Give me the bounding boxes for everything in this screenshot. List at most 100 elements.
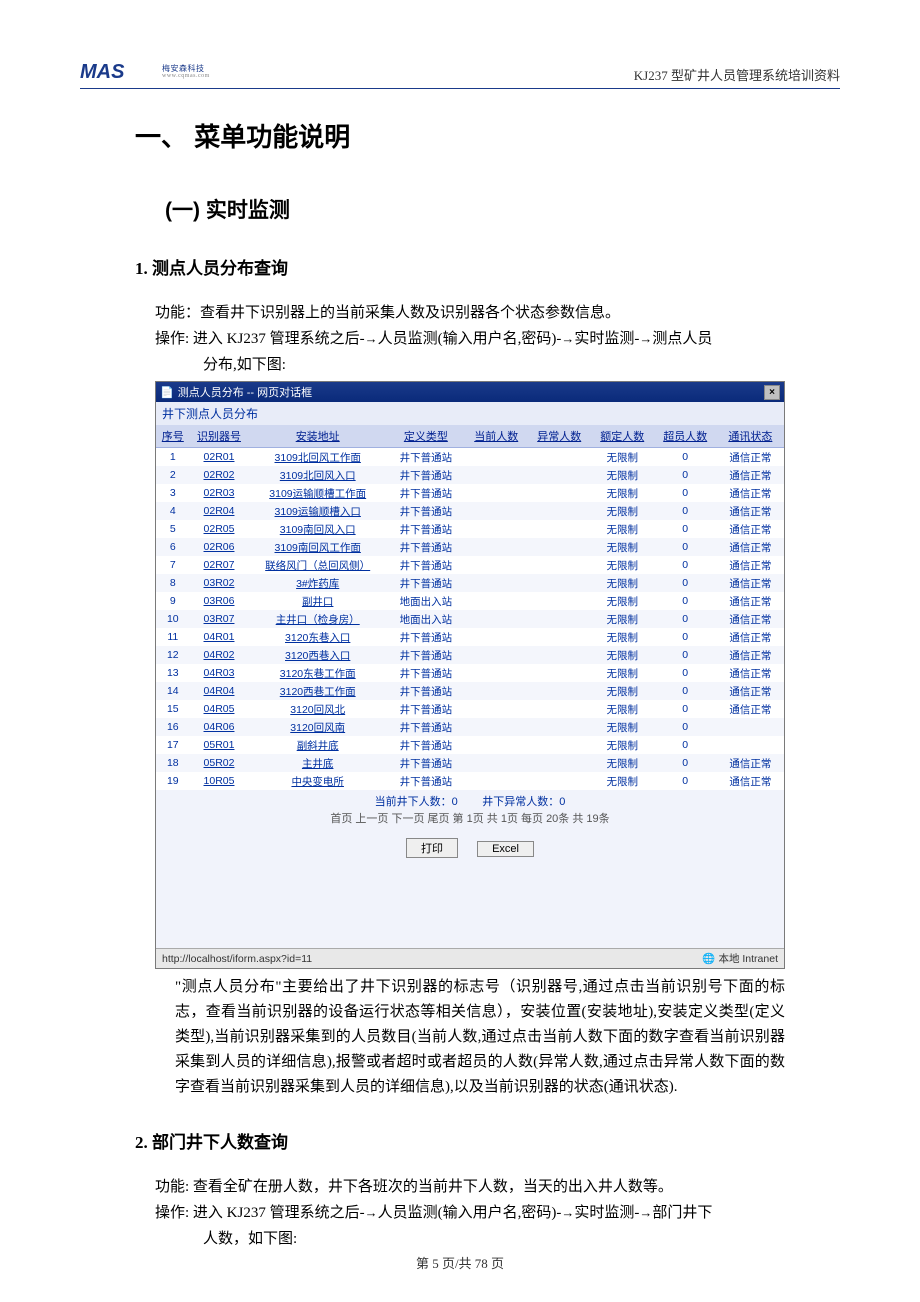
table-cell[interactable] [528,682,591,700]
table-cell[interactable]: 3109北回风入口 [248,466,387,484]
table-cell[interactable] [528,772,591,790]
table-cell: 0 [654,628,717,646]
table-cell[interactable] [465,592,528,610]
table-cell[interactable]: 04R01 [190,628,249,646]
table-cell[interactable] [528,754,591,772]
table-cell[interactable] [465,448,528,467]
table-cell[interactable] [465,538,528,556]
table-cell[interactable] [528,646,591,664]
table-cell[interactable] [465,628,528,646]
col-header[interactable]: 安装地址 [248,425,387,448]
table-cell[interactable]: 3109运输顺槽工作面 [248,484,387,502]
table-cell[interactable] [465,700,528,718]
table-cell[interactable]: 02R01 [190,448,249,467]
table-cell[interactable] [528,592,591,610]
col-header[interactable]: 超员人数 [654,425,717,448]
table-cell[interactable]: 04R02 [190,646,249,664]
table-cell[interactable] [528,556,591,574]
table-cell: 15 [156,700,190,718]
table-cell[interactable] [528,628,591,646]
arrow-icon: → [365,331,378,346]
table-cell[interactable] [465,610,528,628]
table-cell: 无限制 [591,538,654,556]
table-cell[interactable]: 3120西巷工作面 [248,682,387,700]
table-cell[interactable] [465,466,528,484]
table-cell[interactable]: 副井口 [248,592,387,610]
col-header[interactable]: 通讯状态 [717,425,784,448]
table-cell[interactable]: 联络风门（总回风侧） [248,556,387,574]
table-cell[interactable]: 3109南回风入口 [248,520,387,538]
table-cell[interactable]: 02R05 [190,520,249,538]
op-t3: 实时监测- [574,1205,639,1221]
table-cell[interactable]: 03R07 [190,610,249,628]
table-cell[interactable]: 05R02 [190,754,249,772]
table-cell[interactable] [528,610,591,628]
table-cell[interactable]: 3120西巷入口 [248,646,387,664]
table-cell[interactable]: 中央变电所 [248,772,387,790]
col-header[interactable]: 额定人数 [591,425,654,448]
table-cell[interactable] [528,538,591,556]
table-cell[interactable] [528,736,591,754]
table-cell[interactable]: 02R02 [190,466,249,484]
close-icon[interactable]: × [764,385,780,400]
table-cell[interactable]: 3#炸药库 [248,574,387,592]
table-cell[interactable] [465,484,528,502]
table-cell[interactable] [528,574,591,592]
table-cell[interactable] [528,448,591,467]
table-cell[interactable]: 02R04 [190,502,249,520]
table-cell[interactable]: 3120回风南 [248,718,387,736]
table-cell[interactable] [465,664,528,682]
table-cell[interactable]: 03R06 [190,592,249,610]
table-cell[interactable] [465,754,528,772]
table-cell[interactable]: 04R05 [190,700,249,718]
table-cell[interactable]: 副斜井底 [248,736,387,754]
col-header[interactable]: 序号 [156,425,190,448]
table-cell[interactable]: 05R01 [190,736,249,754]
table-cell[interactable] [528,502,591,520]
table-cell[interactable]: 02R07 [190,556,249,574]
table-cell[interactable]: 主井口（检身房） [248,610,387,628]
table-cell[interactable]: 3120东巷入口 [248,628,387,646]
col-header[interactable]: 当前人数 [465,425,528,448]
table-cell[interactable] [465,556,528,574]
pager[interactable]: 首页 上一页 下一页 尾页 第 1页 共 1页 每页 20条 共 19条 [156,810,784,832]
table-cell[interactable]: 04R04 [190,682,249,700]
table-cell[interactable] [528,466,591,484]
col-header[interactable]: 定义类型 [387,425,465,448]
table-cell[interactable]: 3120东巷工作面 [248,664,387,682]
table-cell[interactable] [465,502,528,520]
print-button[interactable]: 打印 [406,838,458,858]
table-row: 202R023109北回风入口井下普通站无限制0通信正常 [156,466,784,484]
table-cell[interactable] [465,682,528,700]
table-cell[interactable]: 02R03 [190,484,249,502]
table-cell: 无限制 [591,556,654,574]
table-cell[interactable]: 3109北回风工作面 [248,448,387,467]
table-cell[interactable] [528,520,591,538]
table-cell[interactable] [465,772,528,790]
table-cell[interactable]: 3109运输顺槽入口 [248,502,387,520]
table-cell[interactable]: 03R02 [190,574,249,592]
table-cell[interactable]: 04R03 [190,664,249,682]
table-cell: 井下普通站 [387,628,465,646]
table-cell[interactable] [465,718,528,736]
table-cell[interactable]: 主井底 [248,754,387,772]
table-cell[interactable]: 3120回风北 [248,700,387,718]
table-cell: 井下普通站 [387,466,465,484]
table-cell[interactable]: 02R06 [190,538,249,556]
table-cell[interactable] [528,664,591,682]
table-cell[interactable] [528,718,591,736]
table-cell[interactable] [465,520,528,538]
table-cell[interactable] [465,646,528,664]
col-header[interactable]: 异常人数 [528,425,591,448]
excel-button[interactable]: Excel [477,841,534,857]
table-cell[interactable]: 3109南回风工作面 [248,538,387,556]
table-cell[interactable]: 04R06 [190,718,249,736]
table-cell[interactable] [528,700,591,718]
col-header[interactable]: 识别器号 [190,425,249,448]
table-cell[interactable] [465,574,528,592]
table-cell: 0 [654,484,717,502]
table-cell[interactable]: 10R05 [190,772,249,790]
table-cell[interactable] [465,736,528,754]
table-cell[interactable] [528,484,591,502]
table-row: 1003R07主井口（检身房）地面出入站无限制0通信正常 [156,610,784,628]
